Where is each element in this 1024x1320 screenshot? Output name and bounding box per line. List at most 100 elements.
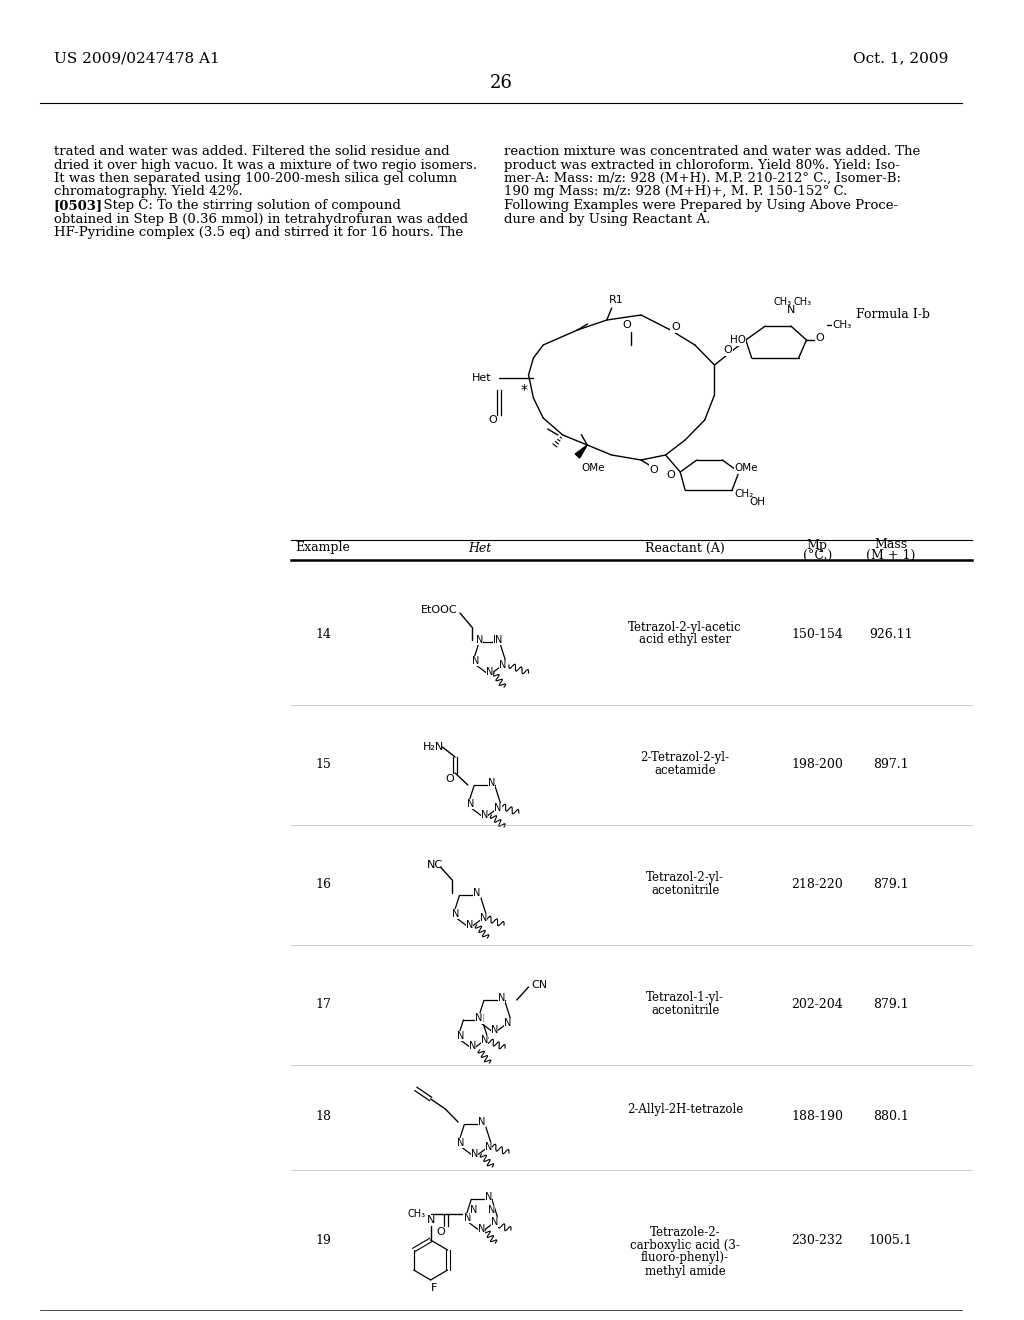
Text: 897.1: 897.1 [872,759,908,771]
Text: CH₃: CH₃ [774,297,792,308]
Text: O: O [671,322,680,333]
Text: N: N [492,1217,499,1226]
Text: acid ethyl ester: acid ethyl ester [639,634,731,647]
Text: N: N [493,635,501,645]
Text: [0503]: [0503] [54,199,103,213]
Text: N: N [481,809,488,820]
Text: HF-Pyridine complex (3.5 eq) and stirred it for 16 hours. The: HF-Pyridine complex (3.5 eq) and stirred… [54,226,463,239]
Text: N: N [457,1031,465,1041]
Text: Tetrazol-1-yl-: Tetrazol-1-yl- [646,990,724,1003]
Text: N: N [458,1138,465,1147]
Text: N: N [478,1224,485,1234]
Text: trated and water was added. Filtered the solid residue and: trated and water was added. Filtered the… [54,145,450,158]
Text: N: N [495,803,502,813]
Text: Reactant (A): Reactant (A) [645,541,725,554]
Text: Tetrazole-2-: Tetrazole-2- [650,1225,721,1238]
Text: 26: 26 [489,74,513,92]
Text: 17: 17 [315,998,331,1011]
Text: OH: OH [750,498,766,507]
Text: OMe: OMe [734,463,758,473]
Text: F: F [430,1283,437,1294]
Text: product was extracted in chloroform. Yield 80%. Yield: Iso-: product was extracted in chloroform. Yie… [504,158,900,172]
Text: CH₃: CH₃ [794,297,812,308]
Text: Formula I-b: Formula I-b [856,308,930,321]
Text: EtOOC: EtOOC [421,605,458,615]
Text: 19: 19 [315,1233,331,1246]
Text: N: N [473,888,480,899]
Text: dure and by Using Reactant A.: dure and by Using Reactant A. [504,213,711,226]
Text: *: * [520,383,527,397]
Text: O: O [724,345,732,355]
Text: 16: 16 [315,879,331,891]
Text: NC: NC [427,861,442,870]
Text: 879.1: 879.1 [872,879,908,891]
Text: N: N [472,656,479,665]
Text: Following Examples were Prepared by Using Above Proce-: Following Examples were Prepared by Usin… [504,199,898,213]
Text: CH₂: CH₂ [734,488,754,499]
Text: 926.11: 926.11 [868,628,912,642]
Text: N: N [498,994,505,1003]
Text: N: N [475,1012,482,1023]
Text: N: N [476,635,483,645]
Text: 198-200: 198-200 [792,759,843,771]
Text: Mp: Mp [807,539,827,552]
Text: 218-220: 218-220 [792,879,843,891]
Text: N: N [485,667,493,677]
Text: N: N [500,660,507,669]
Text: acetonitrile: acetonitrile [651,1003,719,1016]
Text: OMe: OMe [582,463,605,473]
Text: N: N [490,1024,498,1035]
Text: dried it over high vacuo. It was a mixture of two regio isomers.: dried it over high vacuo. It was a mixtu… [54,158,477,172]
Text: 188-190: 188-190 [792,1110,843,1123]
Text: N: N [469,1041,476,1051]
Text: N: N [477,1014,484,1023]
Text: Tetrazol-2-yl-: Tetrazol-2-yl- [646,870,724,883]
Text: Oct. 1, 2009: Oct. 1, 2009 [853,51,948,65]
Text: Het: Het [468,541,492,554]
Text: carboxylic acid (3-: carboxylic acid (3- [630,1238,740,1251]
Text: N: N [478,1118,485,1127]
Text: N: N [470,1205,477,1214]
Text: H₂N: H₂N [423,742,444,752]
Text: N: N [481,1035,488,1045]
Text: O: O [666,470,675,480]
Text: 190 mg Mass: m/z: 928 (M+H)+, M. P. 150-152° C.: 190 mg Mass: m/z: 928 (M+H)+, M. P. 150-… [504,186,848,198]
Text: acetamide: acetamide [654,763,716,776]
Text: CH₃: CH₃ [833,319,851,330]
Text: Step C: To the stirring solution of compound: Step C: To the stirring solution of comp… [95,199,400,213]
Polygon shape [575,445,587,458]
Text: 150-154: 150-154 [792,628,843,642]
Text: 18: 18 [315,1110,331,1123]
Text: N: N [479,912,487,923]
Text: N: N [484,1142,492,1151]
Text: O: O [445,774,455,784]
Text: obtained in Step B (0.36 mmol) in tetrahydrofuran was added: obtained in Step B (0.36 mmol) in tetrah… [54,213,468,226]
Text: HO: HO [730,335,745,345]
Text: N: N [464,1213,472,1222]
Text: 230-232: 230-232 [792,1233,843,1246]
Text: N: N [487,1205,495,1214]
Text: O: O [622,319,631,330]
Text: R1: R1 [609,294,624,305]
Text: 879.1: 879.1 [872,998,908,1011]
Text: acetonitrile: acetonitrile [651,883,719,896]
Text: N: N [488,779,496,788]
Text: N: N [426,1214,435,1225]
Text: N: N [453,908,460,919]
Text: N: N [786,305,795,315]
Text: N: N [496,635,503,645]
Text: O: O [487,414,497,425]
Text: 880.1: 880.1 [872,1110,908,1123]
Text: 1005.1: 1005.1 [868,1233,912,1246]
Text: CH₃: CH₃ [408,1209,426,1218]
Text: Example: Example [296,541,350,554]
Text: (M + 1): (M + 1) [866,549,915,561]
Text: O: O [816,333,824,343]
Text: US 2009/0247478 A1: US 2009/0247478 A1 [54,51,219,65]
Text: N: N [485,1192,493,1203]
Text: N: N [466,920,473,929]
Text: reaction mixture was concentrated and water was added. The: reaction mixture was concentrated and wa… [504,145,921,158]
Text: 202-204: 202-204 [792,998,843,1011]
Text: N: N [467,799,474,809]
Text: fluoro-phenyl)-: fluoro-phenyl)- [641,1251,729,1265]
